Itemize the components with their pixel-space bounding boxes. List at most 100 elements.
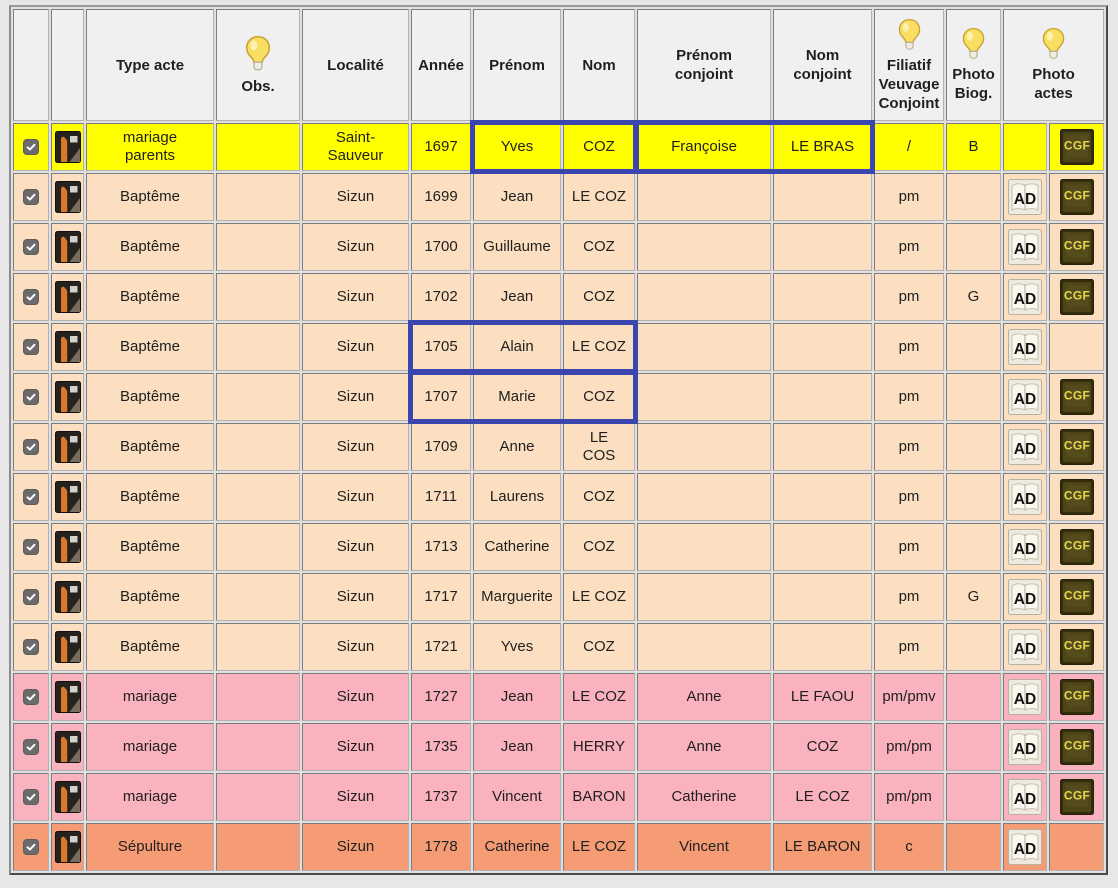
- cell-type-acte: Baptême: [86, 173, 214, 221]
- record-thumbnail-icon[interactable]: [54, 381, 81, 413]
- record-thumbnail-icon[interactable]: [54, 831, 81, 863]
- record-thumbnail-icon[interactable]: [54, 331, 81, 363]
- table-body: mariage parents Saint-Sauveur 1697 Yves COZ F…: [13, 123, 1104, 871]
- record-thumbnail-icon[interactable]: [54, 431, 81, 463]
- cell-photo-biog: G: [946, 573, 1001, 621]
- cell-filiatif: pm: [874, 373, 944, 421]
- cgf-icon[interactable]: CGF: [1052, 529, 1101, 565]
- row-checkbox[interactable]: [24, 640, 38, 654]
- svg-text:CGF: CGF: [1063, 589, 1089, 603]
- ad-icon[interactable]: AD: [1006, 379, 1044, 415]
- cell-nom: BARON: [563, 773, 635, 821]
- cgf-icon[interactable]: CGF: [1052, 229, 1101, 265]
- ad-icon[interactable]: AD: [1006, 179, 1044, 215]
- svg-text:AD: AD: [1014, 341, 1036, 358]
- cell-prenom: Jean: [473, 273, 561, 321]
- cgf-icon[interactable]: CGF: [1052, 629, 1101, 665]
- bulb-icon: [244, 35, 272, 74]
- cgf-icon[interactable]: CGF: [1052, 479, 1101, 515]
- cell-nom: COZ: [563, 373, 635, 421]
- ad-icon[interactable]: AD: [1006, 629, 1044, 665]
- cgf-icon[interactable]: CGF: [1052, 679, 1101, 715]
- ad-icon[interactable]: AD: [1006, 229, 1044, 265]
- cgf-icon[interactable]: CGF: [1052, 579, 1101, 615]
- cell-localite: Sizun: [302, 373, 409, 421]
- cell-prenom-conjoint: Vincent: [637, 823, 771, 871]
- cell-photo-acte-cgf: CGF: [1049, 173, 1104, 221]
- cell-photo-acte-cgf: CGF: [1049, 723, 1104, 771]
- svg-text:CGF: CGF: [1063, 639, 1089, 653]
- record-thumbnail-icon[interactable]: [54, 581, 81, 613]
- row-checkbox[interactable]: [24, 140, 38, 154]
- cell-prenom-conjoint: [637, 423, 771, 471]
- table-row: Baptême Sizun 1713 Catherine COZ pm AD CGF: [13, 523, 1104, 571]
- record-thumbnail-icon[interactable]: [54, 231, 81, 263]
- ad-icon[interactable]: AD: [1006, 829, 1044, 865]
- cell-annee: 1711: [411, 473, 471, 521]
- row-checkbox[interactable]: [24, 690, 38, 704]
- record-thumbnail-icon[interactable]: [54, 781, 81, 813]
- cell-select: [13, 373, 49, 421]
- row-checkbox[interactable]: [24, 390, 38, 404]
- header-select: [13, 9, 49, 121]
- cell-record-icon: [51, 723, 84, 771]
- record-thumbnail-icon[interactable]: [54, 631, 81, 663]
- row-checkbox[interactable]: [24, 240, 38, 254]
- ad-icon[interactable]: AD: [1006, 679, 1044, 715]
- row-checkbox[interactable]: [24, 190, 38, 204]
- record-thumbnail-icon[interactable]: [54, 181, 81, 213]
- row-checkbox[interactable]: [24, 540, 38, 554]
- record-thumbnail-icon[interactable]: [54, 731, 81, 763]
- ad-icon[interactable]: AD: [1006, 329, 1044, 365]
- cgf-icon[interactable]: CGF: [1052, 279, 1101, 315]
- cell-obs: [216, 723, 300, 771]
- cell-select: [13, 123, 49, 171]
- ad-icon[interactable]: AD: [1006, 429, 1044, 465]
- record-thumbnail-icon[interactable]: [54, 681, 81, 713]
- row-checkbox[interactable]: [24, 490, 38, 504]
- cell-photo-acte-cgf: CGF: [1049, 423, 1104, 471]
- cgf-icon[interactable]: CGF: [1052, 429, 1101, 465]
- ad-icon[interactable]: AD: [1006, 479, 1044, 515]
- cell-photo-acte-ad: AD: [1003, 223, 1047, 271]
- row-checkbox[interactable]: [24, 290, 38, 304]
- cgf-icon[interactable]: CGF: [1052, 379, 1101, 415]
- cell-prenom-conjoint: [637, 523, 771, 571]
- ad-icon[interactable]: AD: [1006, 279, 1044, 315]
- row-checkbox[interactable]: [24, 790, 38, 804]
- ad-icon[interactable]: AD: [1006, 729, 1044, 765]
- record-thumbnail-icon[interactable]: [54, 281, 81, 313]
- row-checkbox[interactable]: [24, 440, 38, 454]
- cell-type-acte: Baptême: [86, 223, 214, 271]
- cell-prenom: Jean: [473, 173, 561, 221]
- header-photo-actes: Photo actes: [1003, 9, 1104, 121]
- cell-type-acte: mariage: [86, 673, 214, 721]
- cell-prenom: Marguerite: [473, 573, 561, 621]
- cell-filiatif: pm: [874, 273, 944, 321]
- row-checkbox[interactable]: [24, 740, 38, 754]
- svg-text:CGF: CGF: [1063, 689, 1089, 703]
- cgf-icon[interactable]: CGF: [1052, 129, 1101, 165]
- row-checkbox[interactable]: [24, 590, 38, 604]
- cell-prenom-conjoint: [637, 373, 771, 421]
- header-row: Type acte Obs. Localité Année Prénom Nom…: [13, 9, 1104, 121]
- ad-icon[interactable]: AD: [1006, 779, 1044, 815]
- row-checkbox[interactable]: [24, 340, 38, 354]
- ad-icon[interactable]: AD: [1006, 529, 1044, 565]
- cell-photo-biog: [946, 223, 1001, 271]
- cell-nom: COZ: [563, 523, 635, 571]
- cell-select: [13, 473, 49, 521]
- record-thumbnail-icon[interactable]: [54, 131, 81, 163]
- cgf-icon[interactable]: CGF: [1052, 179, 1101, 215]
- cell-nom-conjoint: [773, 523, 872, 571]
- cell-select: [13, 423, 49, 471]
- cgf-icon[interactable]: CGF: [1052, 779, 1101, 815]
- cell-localite: Sizun: [302, 423, 409, 471]
- cgf-icon[interactable]: CGF: [1052, 729, 1101, 765]
- ad-icon[interactable]: AD: [1006, 579, 1044, 615]
- row-checkbox[interactable]: [24, 840, 38, 854]
- cell-photo-biog: [946, 423, 1001, 471]
- header-filiatif: Filiatif Veuvage Conjoint: [874, 9, 944, 121]
- record-thumbnail-icon[interactable]: [54, 481, 81, 513]
- record-thumbnail-icon[interactable]: [54, 531, 81, 563]
